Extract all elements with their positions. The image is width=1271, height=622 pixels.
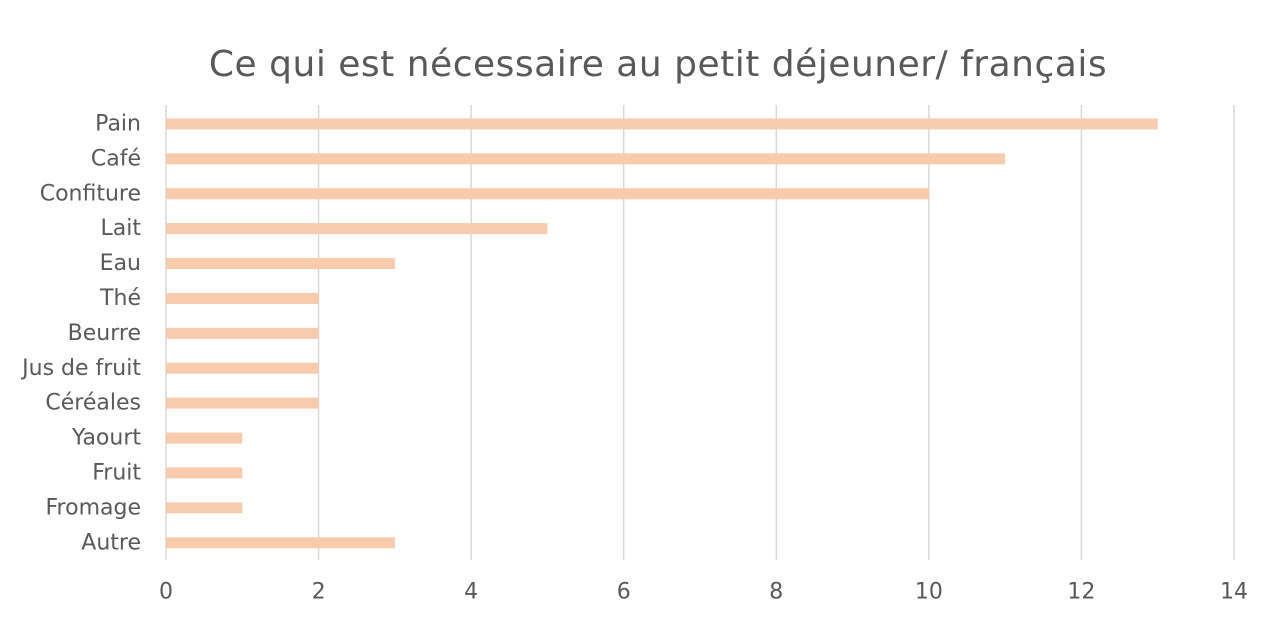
x-tick-label: 14: [1220, 580, 1248, 605]
bar: [166, 188, 929, 200]
bar: [166, 362, 319, 374]
bar: [166, 292, 319, 304]
bar: [166, 118, 1158, 130]
x-tick-label: 4: [464, 580, 478, 605]
category-label: Lait: [101, 216, 142, 241]
bar: [166, 467, 243, 479]
chart-title: Ce qui est nécessaire au petit déjeuner/…: [208, 44, 1108, 85]
bar: [166, 502, 243, 514]
x-tick-label: 12: [1067, 580, 1095, 605]
x-tick-label: 0: [159, 580, 173, 605]
x-tick-label: 2: [312, 580, 326, 605]
x-tick-label: 10: [915, 580, 943, 605]
category-label: Autre: [81, 530, 141, 555]
category-label: Pain: [95, 111, 141, 136]
bar: [166, 397, 319, 409]
category-label: Confiture: [40, 181, 141, 206]
bar: [166, 258, 395, 270]
category-label: Fruit: [92, 460, 141, 485]
bar: [166, 537, 395, 549]
category-label: Jus de fruit: [20, 356, 141, 381]
bar: [166, 153, 1006, 165]
x-tick-label: 8: [769, 580, 783, 605]
x-tick-label: 6: [617, 580, 631, 605]
bar: [166, 327, 319, 339]
bar: [166, 223, 548, 235]
bar: [166, 432, 243, 444]
category-label: Beurre: [68, 321, 141, 346]
category-label: Thé: [99, 286, 141, 311]
category-label: Eau: [100, 251, 141, 276]
category-label: Fromage: [46, 495, 142, 520]
category-label: Café: [91, 146, 141, 171]
category-label: Yaourt: [71, 426, 141, 451]
category-label: Céréales: [45, 391, 141, 416]
